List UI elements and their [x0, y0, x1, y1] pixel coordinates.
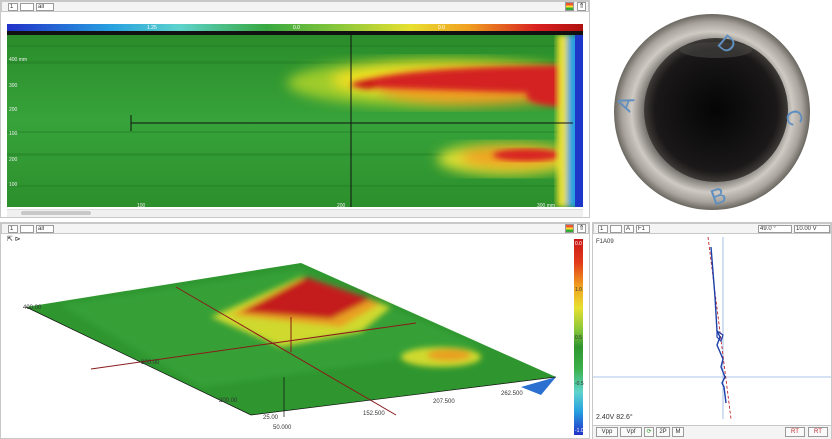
x-tick: 100 [137, 203, 146, 209]
tube-end-image: D C A B [612, 14, 810, 210]
scale-tick: -0.5 [575, 381, 584, 387]
a-select[interactable]: A [624, 225, 634, 233]
y-tick: 200 [9, 107, 18, 113]
view3d-color-scale [574, 239, 583, 435]
y-tick: 100 [9, 131, 18, 137]
x-tick: 300 mm [537, 203, 556, 209]
vpf-button[interactable]: Vpf [620, 427, 642, 437]
mode-select[interactable]: all [36, 225, 54, 233]
dropdown-select[interactable] [20, 3, 34, 11]
dropdown-select[interactable] [20, 225, 34, 233]
scale-tick: 1.0 [575, 287, 582, 293]
refresh-icon[interactable]: ⟳ [644, 427, 654, 437]
axis-label: 400.00 [23, 305, 42, 311]
cscan-scrollbar[interactable] [7, 209, 583, 217]
palette-icon[interactable] [565, 224, 574, 233]
vpp-button[interactable]: Vpp [596, 427, 618, 437]
signal-title: F1A09 [596, 239, 614, 245]
frequency-select[interactable]: F1 [636, 225, 650, 233]
angle-field[interactable]: 49.0 ° [758, 225, 792, 233]
axis-label: 25.00 [263, 415, 279, 421]
cscan-panel: 1 all ⇑ 1.25 0.0 0.0 [0, 0, 590, 218]
y-tick: 400 mm [9, 57, 28, 63]
axis-label: 50.000 [273, 425, 292, 431]
mode-select[interactable]: all [36, 3, 54, 11]
scale-bar [7, 31, 583, 35]
rotate-icon[interactable]: ⇱ ⊳ [7, 236, 21, 243]
dropdown-select[interactable] [610, 225, 622, 233]
surface-3d[interactable] [1, 237, 571, 437]
view3d-panel: 1 all ⇑ ⇱ ⊳ 400.00 300.00 200. [0, 222, 590, 439]
channel-select[interactable]: 1 [598, 225, 608, 233]
view3d-toolbar: 1 all ⇑ [1, 223, 589, 234]
lissajous-plot[interactable] [593, 237, 831, 419]
axis-label: 200.00 [219, 398, 238, 404]
scale-tick: 0.0 [575, 241, 582, 247]
signal-bottom-bar: Vpp Vpf ⟳ 2P M RT RT [593, 425, 831, 439]
scale-tick: 0.0 [293, 25, 300, 31]
y-tick: 100 [9, 182, 18, 188]
signal-panel: 1 A F1 49.0 ° 10.00 V F1A09 2.40V 82.6° … [592, 222, 832, 439]
x-tick: 200 [337, 203, 346, 209]
axis-label: 207.500 [433, 399, 455, 405]
cscan-color-scale [7, 24, 583, 31]
scale-tick: 0.5 [575, 335, 582, 341]
pin-icon[interactable]: ⇑ [577, 2, 586, 11]
y-tick: 200 [9, 157, 18, 163]
palette-icon[interactable] [565, 2, 574, 11]
scale-tick: -1.0 [575, 428, 584, 434]
axis-label: 262.500 [501, 391, 523, 397]
m-button[interactable]: M [672, 427, 684, 437]
axis-label: 300.00 [141, 360, 160, 366]
tube-photo: D C A B [592, 0, 832, 218]
channel-select[interactable]: 1 [8, 3, 18, 11]
rt-button[interactable]: RT [785, 427, 805, 437]
cscan-image[interactable] [7, 35, 583, 207]
pin-icon[interactable]: ⇑ [577, 224, 586, 233]
signal-toolbar: 1 A F1 49.0 ° 10.00 V [593, 223, 831, 234]
axis-label: 152.500 [363, 411, 385, 417]
scale-tick: 0.0 [438, 25, 445, 31]
scroll-thumb[interactable] [21, 211, 91, 215]
2p-button[interactable]: 2P [656, 427, 670, 437]
rt-button-2[interactable]: RT [808, 427, 828, 437]
gain-field[interactable]: 10.00 V [794, 225, 830, 233]
signal-readout: 2.40V 82.6° [596, 414, 633, 421]
scale-tick: 1.25 [147, 25, 157, 31]
channel-select[interactable]: 1 [8, 225, 18, 233]
cscan-toolbar: 1 all ⇑ [1, 1, 589, 12]
y-tick: 300 [9, 83, 18, 89]
